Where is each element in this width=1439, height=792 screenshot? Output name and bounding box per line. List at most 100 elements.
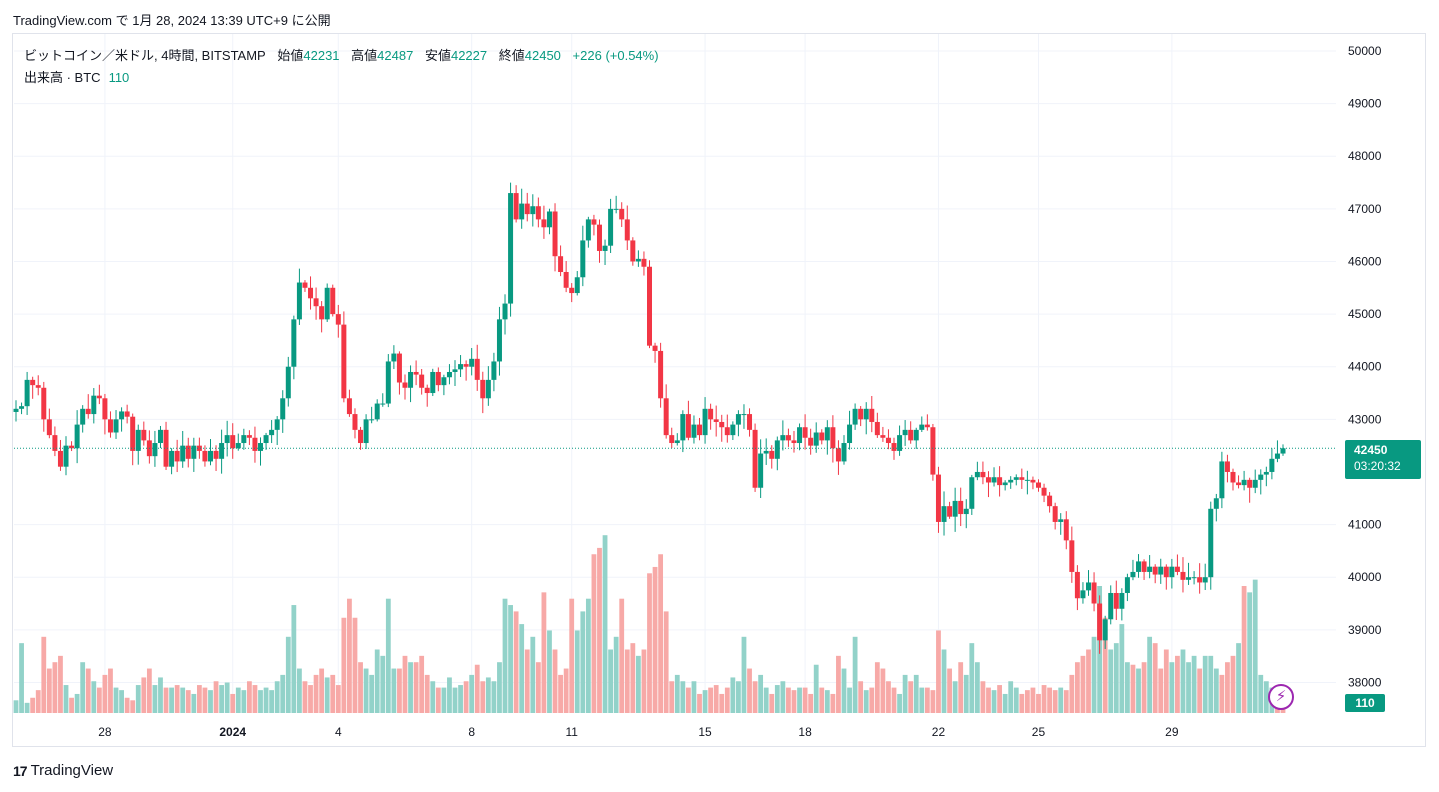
candle-body xyxy=(485,379,491,399)
candle-body xyxy=(1113,592,1119,609)
volume-bar xyxy=(1175,655,1180,713)
volume-bar xyxy=(902,674,908,713)
candle-body xyxy=(391,353,397,362)
volume-bar xyxy=(358,662,363,713)
candle-body xyxy=(52,435,58,451)
candle-body xyxy=(180,445,186,462)
volume-bar xyxy=(597,547,602,713)
volume-bar xyxy=(1263,681,1269,713)
candle-body xyxy=(1169,566,1175,578)
volume-bar xyxy=(1141,662,1147,713)
volume-bar xyxy=(174,685,180,713)
volume-bar xyxy=(913,674,919,713)
candle-body xyxy=(941,506,947,522)
candle-body xyxy=(424,387,430,394)
volume-bar xyxy=(1002,693,1008,713)
time-tick-label: 4 xyxy=(335,725,342,739)
symbol-label[interactable]: ビットコイン／米ドル, 4時間, BITSTAMP xyxy=(24,48,266,63)
candle-body xyxy=(813,432,819,446)
candle-body xyxy=(508,193,514,304)
candle-body xyxy=(635,258,641,262)
volume-bar xyxy=(819,687,825,713)
volume-bar xyxy=(330,674,336,713)
volume-bar xyxy=(85,668,91,713)
candle-body xyxy=(408,371,414,388)
volume-bar xyxy=(502,598,508,713)
candle-body xyxy=(1024,479,1030,481)
candle-body xyxy=(224,435,230,444)
ohlc-legend[interactable]: ビットコイン／米ドル, 4時間, BITSTAMP 始値42231 高値4248… xyxy=(24,45,659,64)
price-tick-label: 45000 xyxy=(1348,307,1382,321)
candle-body xyxy=(13,408,19,412)
chart-frame[interactable] xyxy=(12,33,1426,747)
volume-bar xyxy=(997,685,1002,713)
candle-body xyxy=(346,398,352,415)
candle-body xyxy=(358,429,364,444)
candle-body xyxy=(1219,461,1225,499)
volume-bar xyxy=(1086,649,1091,713)
volume-bar xyxy=(808,693,814,713)
volume-bar xyxy=(69,697,74,713)
volume-bars xyxy=(13,535,1286,713)
volume-bar xyxy=(1219,674,1225,713)
candle-body xyxy=(963,508,969,515)
volume-bar xyxy=(585,598,591,713)
volume-bar xyxy=(1074,662,1080,713)
candle-body xyxy=(797,427,803,444)
candle-body xyxy=(608,208,614,246)
candle-body xyxy=(880,435,886,438)
candle-body xyxy=(335,314,341,325)
volume-bar xyxy=(1008,681,1014,713)
candle-body xyxy=(474,358,480,380)
candle-body xyxy=(630,240,636,262)
candle-body xyxy=(897,435,903,451)
candle-body xyxy=(174,450,180,462)
candle-body xyxy=(885,437,891,444)
volume-bar xyxy=(435,687,441,713)
volume-bar xyxy=(135,685,141,713)
candle-body xyxy=(591,219,597,225)
candle-body xyxy=(991,477,997,483)
volume-bar xyxy=(224,682,230,713)
candle-body xyxy=(852,408,858,425)
price-tick-label: 40000 xyxy=(1348,570,1382,584)
candle-body xyxy=(563,272,569,288)
volume-bar xyxy=(591,554,597,713)
volume-bar xyxy=(1136,668,1141,713)
candle-body xyxy=(524,203,530,215)
footer-branding[interactable]: 17 TradingView xyxy=(13,762,113,779)
volume-bar xyxy=(769,693,775,713)
time-tick-label: 2024 xyxy=(219,725,246,739)
volume-bar xyxy=(691,681,697,713)
candle-body xyxy=(947,506,953,517)
candle-body xyxy=(1202,577,1208,583)
candle-body xyxy=(1086,582,1092,591)
volume-bar xyxy=(1225,662,1230,713)
change-value: +226 (+0.54%) xyxy=(572,48,659,63)
candle-body xyxy=(185,445,191,459)
candle-body xyxy=(69,445,75,449)
candle-body xyxy=(619,208,625,220)
volume-bar xyxy=(680,681,686,713)
volume-bar xyxy=(763,687,769,713)
volume-bar xyxy=(108,668,113,713)
volume-bar xyxy=(886,681,891,713)
volume-bar xyxy=(508,605,513,713)
volume-bar xyxy=(280,674,286,713)
volume-bar xyxy=(80,662,86,713)
candle-body xyxy=(824,427,830,441)
volume-bar xyxy=(419,655,425,713)
lightning-bolt-icon[interactable]: ⚡ xyxy=(1268,684,1294,710)
volume-bar xyxy=(1202,655,1208,713)
candle-body xyxy=(913,429,919,441)
candle-body xyxy=(1269,458,1275,472)
candle-body xyxy=(1019,477,1025,480)
candle-body xyxy=(213,450,219,459)
grid-lines xyxy=(14,34,1336,713)
volume-legend[interactable]: 出来高 · BTC 110 xyxy=(24,67,129,86)
candle-body xyxy=(1052,506,1058,522)
open-value: 42231 xyxy=(303,48,340,63)
volume-bar xyxy=(874,662,880,713)
candle-body xyxy=(235,443,241,449)
